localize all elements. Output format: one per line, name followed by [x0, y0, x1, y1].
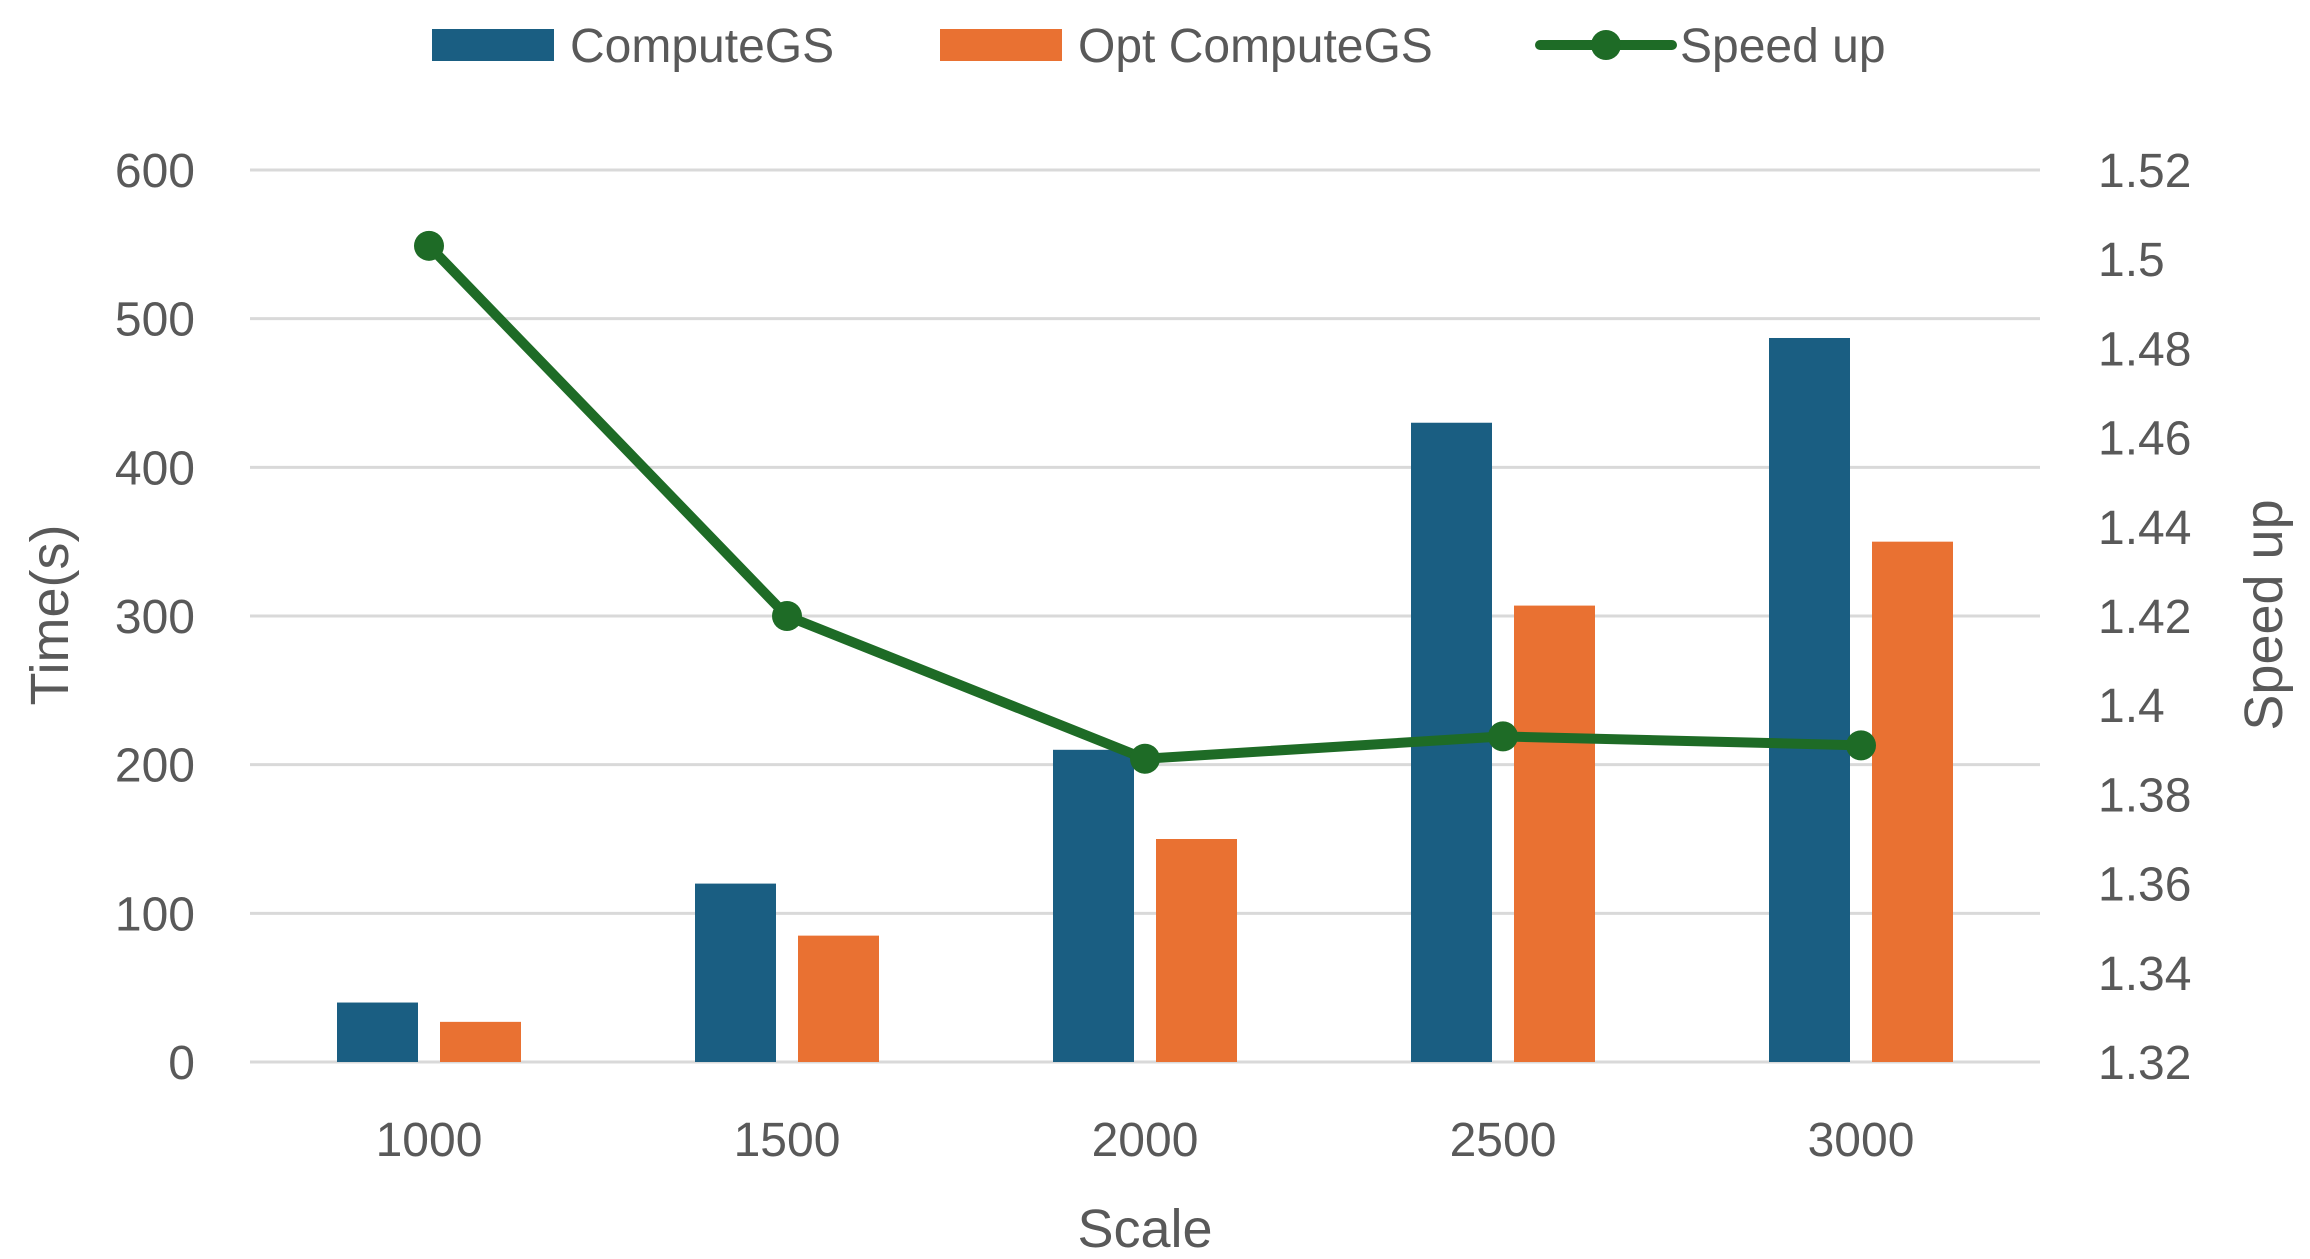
legend-swatch-speedup-marker	[1591, 30, 1621, 60]
y2-tick-label: 1.42	[2098, 591, 2191, 644]
y-tick-label: 0	[168, 1037, 195, 1090]
right-axis-ticks: 1.32 1.34 1.36 1.38 1.4 1.42 1.44 1.46 1.48 1.5 1.…	[2098, 145, 2191, 1090]
y-tick-label: 300	[115, 591, 195, 644]
y2-axis-title: Speed up	[2234, 499, 2294, 730]
bar-opt-computegs-3000	[1872, 541, 1953, 1062]
y2-tick-label: 1.52	[2098, 145, 2191, 198]
legend: ComputeGS Opt ComputeGS Speed up	[432, 20, 1886, 73]
bar-computegs-1000	[337, 1002, 418, 1062]
bar-computegs-3000	[1769, 337, 1850, 1062]
x-axis-ticks: 1000 1500 2000 2500 3000	[376, 1114, 1915, 1167]
x-tick-label: 2000	[1092, 1114, 1199, 1167]
bar-opt-computegs-2500	[1514, 605, 1595, 1062]
x-axis-title: Scale	[1077, 1199, 1212, 1259]
legend-label-computegs: ComputeGS	[570, 20, 834, 73]
bar-opt-computegs-1000	[440, 1021, 521, 1062]
bar-computegs-1500	[695, 883, 776, 1062]
bar-computegs-2000	[1053, 749, 1134, 1062]
legend-label-opt-computegs: Opt ComputeGS	[1078, 20, 1433, 73]
y2-tick-label: 1.5	[2098, 234, 2165, 287]
line-speed-up	[424, 240, 1866, 764]
bar-opt-computegs-2000	[1156, 839, 1237, 1062]
y-tick-label: 200	[115, 740, 195, 793]
x-tick-label: 3000	[1808, 1114, 1915, 1167]
y-tick-label: 100	[115, 888, 195, 941]
legend-swatch-computegs	[432, 29, 554, 61]
point-speed-up-1500	[772, 601, 802, 631]
legend-label-speedup: Speed up	[1680, 20, 1886, 73]
point-speed-up-2500	[1488, 721, 1518, 752]
y2-tick-label: 1.36	[2098, 859, 2191, 912]
speedup-line-layer	[414, 230, 1876, 774]
y-axis-title: Time(s)	[20, 525, 80, 706]
point-speed-up-3000	[1846, 730, 1876, 761]
y2-tick-label: 1.34	[2098, 948, 2191, 1001]
y2-tick-label: 1.44	[2098, 502, 2191, 555]
y2-tick-label: 1.4	[2098, 680, 2165, 733]
y2-tick-label: 1.38	[2098, 769, 2191, 822]
y-tick-label: 600	[115, 145, 195, 198]
point-speed-up-1000	[414, 230, 444, 261]
point-speed-up-2000	[1130, 743, 1160, 774]
x-tick-label: 2500	[1450, 1114, 1557, 1167]
y2-tick-label: 1.48	[2098, 323, 2191, 376]
x-tick-label: 1500	[734, 1114, 841, 1167]
y2-tick-label: 1.46	[2098, 413, 2191, 466]
bars	[337, 337, 1953, 1062]
legend-swatch-opt-computegs	[940, 29, 1062, 61]
y2-tick-label: 1.32	[2098, 1037, 2191, 1090]
x-tick-label: 1000	[376, 1114, 483, 1167]
y-tick-label: 400	[115, 442, 195, 495]
y-tick-label: 500	[115, 294, 195, 347]
bar-opt-computegs-1500	[798, 935, 879, 1062]
left-axis-ticks: 0 100 200 300 400 500 600	[115, 145, 195, 1090]
